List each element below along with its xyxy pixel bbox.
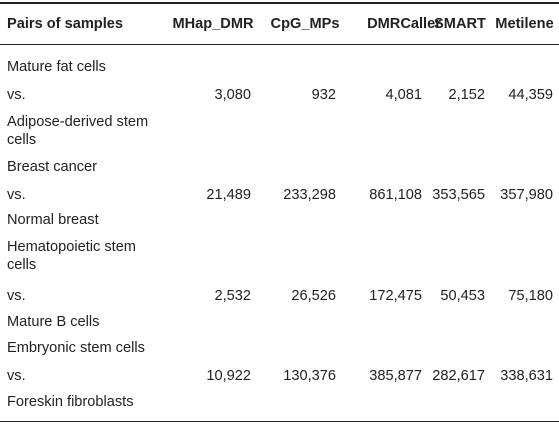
row-label-line-1: Breast cancer — [7, 159, 98, 175]
header-mhap-dmr: MHap_DMR — [172, 16, 254, 32]
value-mhap-dmr: 21,489 — [206, 187, 251, 203]
row-label-line-3: Foreskin fibroblasts — [7, 394, 134, 410]
value-cpg-mps: 932 — [311, 87, 336, 103]
row-label-line-1: Embryonic stem cells — [7, 340, 145, 356]
table-row: Hematopoietic stem cells vs. Mature B ce… — [0, 238, 559, 333]
value-dmrcaller: 172,475 — [369, 288, 422, 304]
value-smart: 282,617 — [432, 368, 485, 384]
value-mhap-dmr: 2,532 — [214, 288, 251, 304]
value-cpg-mps: 26,526 — [291, 288, 336, 304]
table-header-rule — [0, 44, 559, 45]
value-smart: 353,565 — [432, 187, 485, 203]
value-smart: 50,453 — [440, 288, 485, 304]
value-metilene: 357,980 — [500, 187, 553, 203]
table-bottom-rule — [0, 421, 559, 422]
row-label-line-1: Mature fat cells — [7, 59, 106, 75]
value-smart: 2,152 — [448, 87, 485, 103]
row-label-line-1: Hematopoietic stem cells — [7, 239, 136, 273]
row-label-line-3: Mature B cells — [7, 314, 100, 330]
row-label-line-2: vs. — [7, 368, 26, 384]
value-cpg-mps: 233,298 — [283, 187, 336, 203]
table-header-row: Pairs of samples MHap_DMR CpG_MPs DMRCal… — [0, 4, 559, 44]
header-smart: SMART — [434, 16, 486, 32]
header-dmrcaller: DMRCaller — [367, 16, 441, 32]
table-row: Embryonic stem cells vs. Foreskin fibrob… — [0, 339, 559, 414]
row-label-line-3: Normal breast — [7, 212, 99, 228]
value-mhap-dmr: 3,080 — [214, 87, 251, 103]
row-label-line-3: Adipose-derived stem cells — [7, 114, 149, 148]
header-metilene: Metilene — [495, 16, 554, 32]
header-pairs-of-samples: Pairs of samples — [7, 16, 123, 32]
table-row: Mature fat cells vs. Adipose-derived ste… — [0, 58, 559, 153]
value-cpg-mps: 130,376 — [283, 368, 336, 384]
row-label-line-2: vs. — [7, 87, 26, 103]
value-dmrcaller: 861,108 — [369, 187, 422, 203]
row-label-line-2: vs. — [7, 187, 26, 203]
value-dmrcaller: 4,081 — [385, 87, 422, 103]
value-metilene: 44,359 — [508, 87, 553, 103]
value-mhap-dmr: 10,922 — [206, 368, 251, 384]
value-metilene: 338,631 — [500, 368, 553, 384]
row-label-line-2: vs. — [7, 288, 26, 304]
header-cpg-mps: CpG_MPs — [270, 16, 340, 32]
table-row: Breast cancer vs. Normal breast 21,489 2… — [0, 158, 559, 228]
value-dmrcaller: 385,877 — [369, 368, 422, 384]
table-top-rule — [0, 2, 559, 4]
value-metilene: 75,180 — [508, 288, 553, 304]
